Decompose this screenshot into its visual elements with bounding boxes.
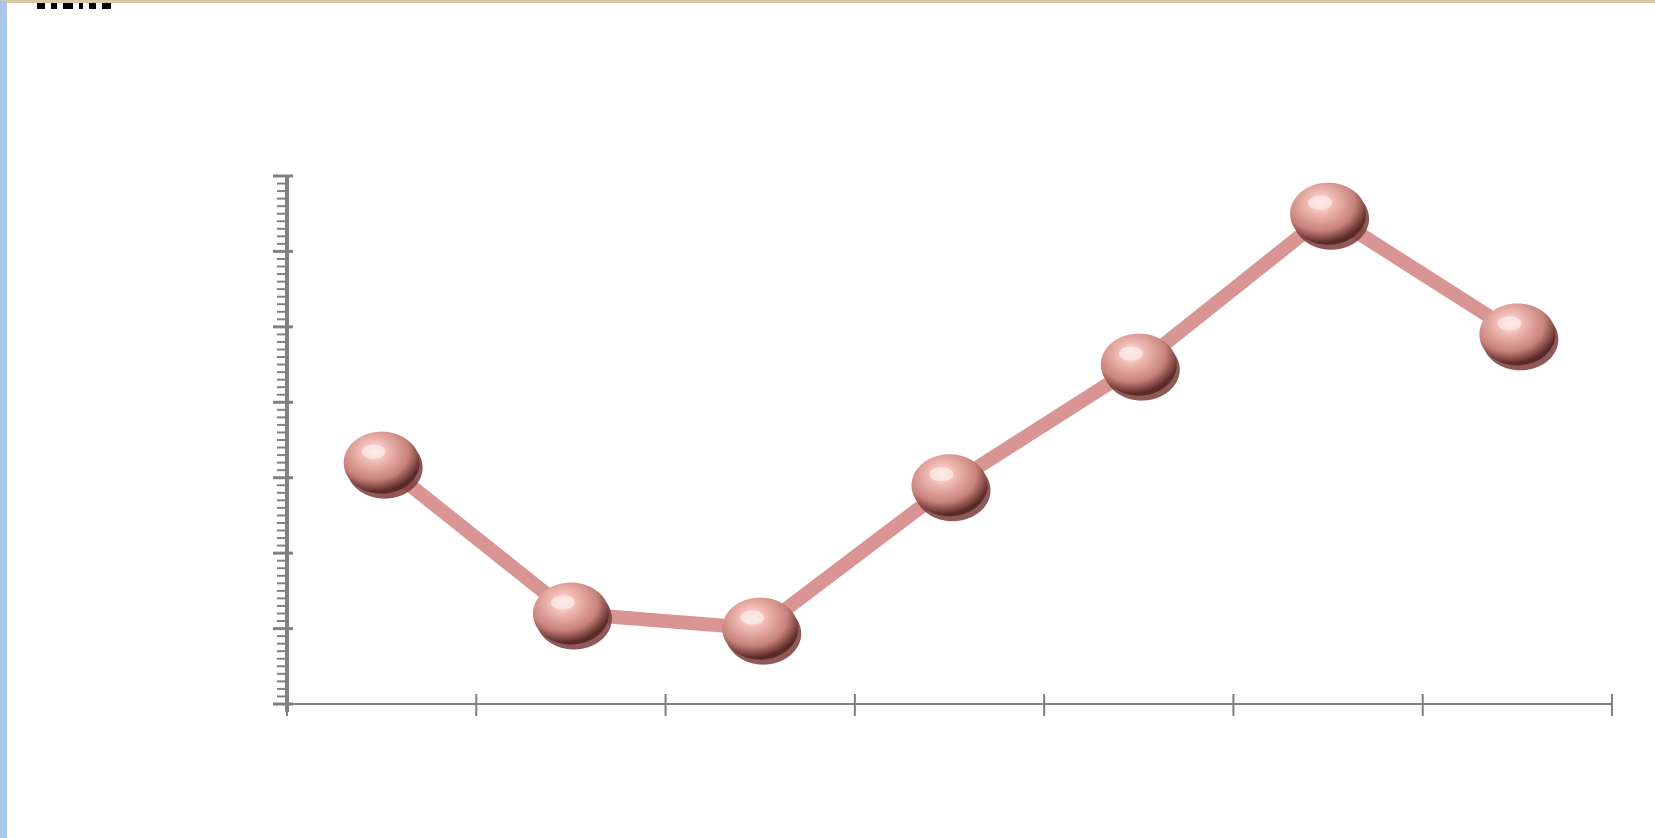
data-point-highlight <box>550 595 575 610</box>
data-point-highlight <box>929 467 954 482</box>
data-point-highlight <box>1308 195 1333 210</box>
data-point-sphere <box>1290 182 1367 245</box>
series-line-segment <box>753 478 957 636</box>
data-point-sphere <box>343 431 420 494</box>
chart-axes <box>273 174 1613 716</box>
data-point <box>722 597 802 665</box>
series-line-layer <box>374 206 1525 636</box>
data-point <box>532 582 612 650</box>
data-point-sphere <box>911 454 988 517</box>
data-point-sphere <box>1100 333 1177 396</box>
series-line-segment <box>1131 206 1336 372</box>
data-point-highlight <box>361 444 386 459</box>
data-point <box>911 454 991 522</box>
data-point <box>1100 333 1180 401</box>
data-point-highlight <box>1497 316 1522 331</box>
series-marker-layer <box>343 182 1559 665</box>
series-line-segment <box>942 357 1146 493</box>
data-point <box>1479 303 1559 371</box>
data-point <box>343 431 423 499</box>
data-point-highlight <box>1118 346 1143 361</box>
data-point-sphere <box>722 597 799 660</box>
data-point-sphere <box>1479 303 1556 366</box>
data-point-highlight <box>740 610 765 625</box>
data-point-sphere <box>532 582 609 645</box>
cropped-title-fragment <box>37 3 577 11</box>
data-point <box>1290 182 1370 250</box>
